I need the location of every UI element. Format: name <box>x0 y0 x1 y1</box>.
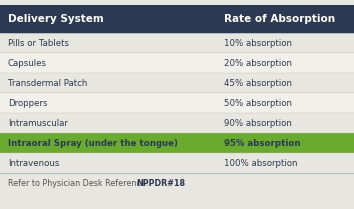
Text: Delivery System: Delivery System <box>8 14 104 24</box>
Bar <box>0 133 354 153</box>
Text: Capsules: Capsules <box>8 59 47 68</box>
Bar <box>0 113 354 133</box>
Bar <box>0 53 354 73</box>
Text: Droppers: Droppers <box>8 98 47 107</box>
Text: 45% absorption: 45% absorption <box>224 79 292 88</box>
Bar <box>0 173 354 194</box>
Text: 95% absorption: 95% absorption <box>224 139 300 148</box>
Text: 20% absorption: 20% absorption <box>224 59 292 68</box>
Bar <box>0 33 354 53</box>
Bar <box>0 93 354 113</box>
Text: 100% absorption: 100% absorption <box>224 158 297 167</box>
Text: 50% absorption: 50% absorption <box>224 98 292 107</box>
Text: Refer to Physician Desk Reference:: Refer to Physician Desk Reference: <box>8 179 151 188</box>
Text: 90% absorption: 90% absorption <box>224 119 292 127</box>
Bar <box>0 5 354 33</box>
Bar <box>0 73 354 93</box>
Text: Transdermal Patch: Transdermal Patch <box>8 79 87 88</box>
Text: Intraoral Spray (under the tongue): Intraoral Spray (under the tongue) <box>8 139 178 148</box>
Text: Intramuscular: Intramuscular <box>8 119 68 127</box>
Text: Rate of Absorption: Rate of Absorption <box>224 14 335 24</box>
Text: 10% absorption: 10% absorption <box>224 38 292 47</box>
Text: NPPDR#18: NPPDR#18 <box>136 179 185 188</box>
Text: Pills or Tablets: Pills or Tablets <box>8 38 69 47</box>
Text: Intravenous: Intravenous <box>8 158 59 167</box>
Bar <box>0 153 354 173</box>
